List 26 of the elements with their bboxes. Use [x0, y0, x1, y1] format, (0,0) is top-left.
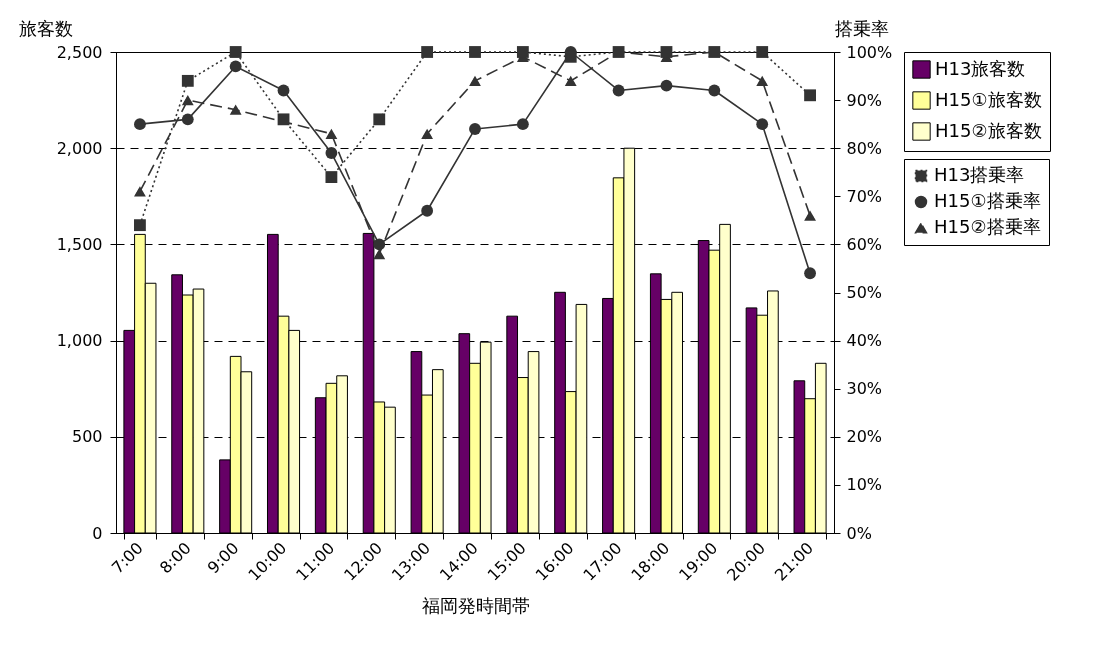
y-tick-label: 2,500	[56, 42, 103, 62]
legend-label: H13搭乗率	[934, 164, 1025, 185]
y2-tick-label: 40%	[846, 331, 883, 351]
y2-tick-label: 50%	[846, 283, 883, 302]
y-tick-label: 2,000	[56, 138, 103, 158]
y2-tick-label: 100%	[846, 42, 893, 62]
y2-tick-label: 80%	[846, 138, 883, 158]
y2-tick-label: 20%	[846, 427, 883, 447]
y2-tick-label: 60%	[846, 234, 883, 254]
y-tick-label: 1,500	[56, 234, 103, 254]
y2-tick-label: 10%	[846, 475, 883, 495]
legend-label: H15①旅客数	[935, 88, 1042, 110]
y2-tick-label: 90%	[846, 90, 883, 110]
y2-tick-label: 30%	[846, 379, 883, 399]
y-tick-label: 500	[71, 427, 103, 447]
legend-label: H13旅客数	[935, 57, 1026, 79]
legend-label: H15②旅客数	[935, 119, 1042, 141]
y-tick-label: 1,000	[56, 331, 103, 351]
y2-axis-title: 搭乗率	[834, 17, 889, 39]
legend-label: H15②搭乗率	[934, 216, 1041, 237]
x-axis-title: 福岡発時間帯	[421, 594, 530, 616]
y-axis-title: 旅客数	[18, 17, 73, 39]
y2-tick-label: 70%	[846, 186, 883, 206]
legend-label: H15①搭乗率	[934, 190, 1041, 211]
y-tick-label: 0	[92, 523, 103, 543]
y2-tick-label: 0%	[846, 523, 872, 543]
